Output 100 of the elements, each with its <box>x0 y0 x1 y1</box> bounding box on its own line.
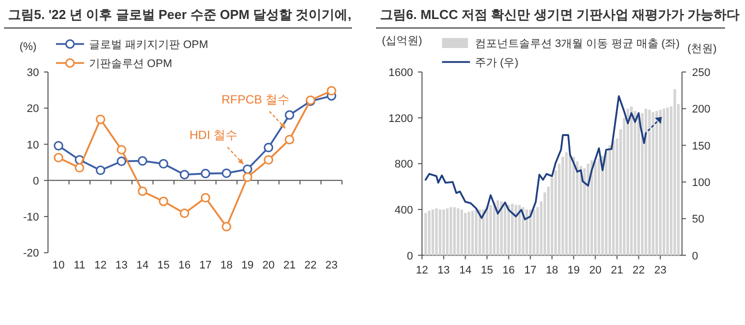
y-tick-label: 30 <box>26 67 39 79</box>
point <box>242 172 252 182</box>
x-tick-label: 20 <box>262 260 275 272</box>
x-tick-label: 13 <box>438 264 450 276</box>
point <box>200 193 210 203</box>
point <box>264 142 274 152</box>
bar <box>471 210 474 256</box>
bar <box>468 212 470 256</box>
point <box>96 114 106 124</box>
point <box>264 155 274 165</box>
bar <box>634 110 636 256</box>
bar <box>586 164 590 256</box>
point <box>326 86 336 96</box>
bar <box>576 161 579 256</box>
point <box>116 144 126 154</box>
y-tick-label: 10 <box>26 139 39 152</box>
point <box>284 110 294 120</box>
bar <box>648 110 651 256</box>
point <box>138 186 148 196</box>
point <box>54 152 64 162</box>
x-tick-label: 12 <box>94 260 107 272</box>
bar <box>492 202 496 256</box>
bar <box>474 209 478 256</box>
bar <box>486 207 488 256</box>
line-series <box>424 95 647 220</box>
bar <box>532 209 536 256</box>
bar <box>568 154 572 256</box>
y2-tick-label: 0 <box>692 250 698 262</box>
point <box>180 170 190 180</box>
bar <box>496 200 500 256</box>
bar <box>464 212 467 256</box>
point <box>138 156 148 166</box>
bar <box>500 201 503 256</box>
point <box>242 164 252 174</box>
x-tick-label: 18 <box>546 264 558 276</box>
x-tick-label: 17 <box>199 260 212 272</box>
x-tick-label: 23 <box>654 264 666 276</box>
x-tick-label: 12 <box>416 264 428 276</box>
annotation: RFPCB 철수 <box>221 92 290 106</box>
bar <box>644 108 648 256</box>
y-axis-title: (십억원) <box>382 35 422 47</box>
bar <box>438 209 442 256</box>
x-tick-label: 14 <box>136 260 149 272</box>
y2-tick-label: 100 <box>692 176 710 189</box>
bar <box>666 108 669 256</box>
bar <box>424 212 427 256</box>
legend-label: 글로벌 패키지기판 OPM <box>89 39 208 51</box>
bar <box>514 204 518 256</box>
x-tick-label: 14 <box>459 264 472 276</box>
bar <box>510 204 514 256</box>
y-tick-label: 1200 <box>388 112 413 125</box>
x-tick-label: 20 <box>589 264 602 276</box>
x-tick-label: 19 <box>241 260 254 272</box>
x-tick-label: 18 <box>220 260 233 272</box>
x-tick-label: 22 <box>632 264 645 276</box>
bar <box>504 204 506 256</box>
y-tick-label: -10 <box>23 212 39 224</box>
point <box>116 156 126 166</box>
y-tick-label: 1600 <box>388 67 413 79</box>
y-tick-label: 400 <box>394 204 413 216</box>
point <box>222 168 232 178</box>
point <box>158 159 168 169</box>
y-tick-label: 0 <box>32 175 39 188</box>
x-tick-label: 13 <box>115 260 128 272</box>
point <box>74 163 84 173</box>
point <box>200 168 210 178</box>
x-tick-label: 10 <box>52 260 65 272</box>
bar <box>507 204 510 256</box>
point <box>222 222 232 232</box>
point <box>284 134 294 144</box>
y-axis-title: (%) <box>19 41 37 53</box>
x-tick-label: 15 <box>480 264 494 276</box>
bar <box>432 209 434 256</box>
bar <box>446 208 449 256</box>
bar <box>428 210 431 256</box>
point <box>96 166 106 176</box>
y-tick-label: 0 <box>406 250 413 262</box>
legend-label: 기판솔루션 OPM <box>89 58 172 70</box>
x-tick-label: 21 <box>283 260 296 272</box>
y2-tick-label: 50 <box>692 214 704 226</box>
bar <box>518 204 521 256</box>
y2-tick-label: 200 <box>692 104 710 116</box>
bar <box>435 208 438 256</box>
x-tick-label: 16 <box>502 264 515 276</box>
x-tick-label: 22 <box>304 260 317 272</box>
y-tick-label: 20 <box>26 103 39 116</box>
y2-tick-label: 250 <box>692 67 710 79</box>
annotation: HDI 철수 <box>190 128 238 142</box>
bar <box>453 207 456 256</box>
x-tick-label: 23 <box>325 260 338 272</box>
bar <box>673 89 676 256</box>
y-tick-label: -20 <box>23 248 39 260</box>
y2-axis-title: (천원) <box>687 43 717 55</box>
chart-title: 그림5. '22 년 이후 글로벌 Peer 수준 OPM 달성할 것이기에, <box>8 7 352 22</box>
x-tick-label: 21 <box>610 264 624 276</box>
point <box>180 208 190 218</box>
bar <box>598 159 600 256</box>
legend-label: 컴포넌트솔루션 3개월 이동 평균 매출 (좌) <box>475 38 680 50</box>
legend-label: 주가 (우) <box>475 57 518 69</box>
x-tick-label: 15 <box>157 260 170 272</box>
